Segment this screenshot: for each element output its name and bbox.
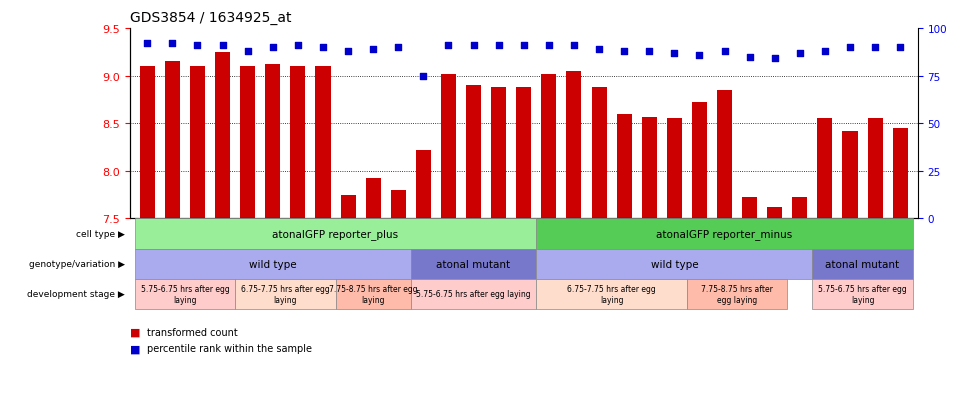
Bar bbox=[290, 67, 306, 219]
Point bbox=[416, 73, 431, 80]
Point bbox=[164, 41, 180, 47]
Point bbox=[616, 48, 631, 55]
Point bbox=[842, 45, 857, 51]
Bar bbox=[818, 119, 832, 219]
Text: percentile rank within the sample: percentile rank within the sample bbox=[147, 344, 312, 354]
Text: atonalGFP reporter_minus: atonalGFP reporter_minus bbox=[656, 228, 793, 240]
Bar bbox=[667, 119, 682, 219]
Point bbox=[139, 41, 155, 47]
Bar bbox=[566, 72, 581, 219]
Point bbox=[441, 43, 456, 49]
Point bbox=[792, 50, 807, 57]
Text: wild type: wild type bbox=[249, 259, 297, 269]
Bar bbox=[516, 88, 531, 219]
Point bbox=[190, 43, 206, 49]
Point bbox=[215, 43, 231, 49]
Point bbox=[516, 43, 531, 49]
Point bbox=[340, 48, 356, 55]
Text: cell type ▶: cell type ▶ bbox=[76, 230, 125, 238]
Point bbox=[290, 43, 306, 49]
Point bbox=[240, 48, 256, 55]
Point bbox=[591, 47, 606, 53]
Bar bbox=[843, 131, 857, 219]
Point bbox=[315, 45, 331, 51]
Text: 7.75-8.75 hrs after egg
laying: 7.75-8.75 hrs after egg laying bbox=[329, 285, 417, 304]
Text: GDS3854 / 1634925_at: GDS3854 / 1634925_at bbox=[130, 11, 291, 25]
Bar bbox=[441, 74, 456, 219]
Bar bbox=[190, 67, 205, 219]
Text: genotype/variation ▶: genotype/variation ▶ bbox=[29, 260, 125, 268]
Bar bbox=[139, 67, 155, 219]
Point bbox=[642, 48, 657, 55]
Text: 6.75-7.75 hrs after egg
laying: 6.75-7.75 hrs after egg laying bbox=[241, 285, 330, 304]
Text: 5.75-6.75 hrs after egg
laying: 5.75-6.75 hrs after egg laying bbox=[140, 285, 230, 304]
Text: atonalGFP reporter_plus: atonalGFP reporter_plus bbox=[273, 228, 399, 240]
Point bbox=[566, 43, 581, 49]
Bar bbox=[265, 65, 281, 219]
Bar bbox=[416, 150, 431, 219]
Bar bbox=[792, 198, 807, 219]
Point bbox=[817, 48, 832, 55]
Point bbox=[767, 56, 782, 63]
Text: ■: ■ bbox=[130, 344, 140, 354]
Bar bbox=[893, 129, 908, 219]
Bar bbox=[868, 119, 882, 219]
Point bbox=[667, 50, 682, 57]
Bar bbox=[340, 195, 356, 219]
Text: 6.75-7.75 hrs after egg
laying: 6.75-7.75 hrs after egg laying bbox=[567, 285, 656, 304]
Bar bbox=[717, 91, 732, 219]
Bar bbox=[592, 88, 606, 219]
Bar bbox=[165, 62, 180, 219]
Bar bbox=[642, 117, 656, 219]
Bar bbox=[215, 53, 230, 219]
Point bbox=[692, 52, 707, 59]
Point bbox=[893, 45, 908, 51]
Bar bbox=[365, 179, 381, 219]
Point bbox=[390, 45, 406, 51]
Point bbox=[541, 43, 556, 49]
Point bbox=[466, 43, 481, 49]
Point bbox=[742, 54, 757, 61]
Bar bbox=[742, 198, 757, 219]
Text: 7.75-8.75 hrs after
egg laying: 7.75-8.75 hrs after egg laying bbox=[702, 285, 773, 304]
Bar bbox=[692, 103, 707, 219]
Text: transformed count: transformed count bbox=[147, 327, 237, 337]
Point bbox=[717, 48, 732, 55]
Text: atonal mutant: atonal mutant bbox=[436, 259, 510, 269]
Point bbox=[491, 43, 506, 49]
Point bbox=[265, 45, 281, 51]
Text: development stage ▶: development stage ▶ bbox=[27, 290, 125, 299]
Bar bbox=[391, 190, 406, 219]
Bar bbox=[541, 74, 556, 219]
Bar bbox=[617, 114, 631, 219]
Bar bbox=[315, 67, 331, 219]
Text: ■: ■ bbox=[130, 327, 140, 337]
Bar bbox=[767, 207, 782, 219]
Text: 5.75-6.75 hrs after egg
laying: 5.75-6.75 hrs after egg laying bbox=[818, 285, 907, 304]
Text: 5.75-6.75 hrs after egg laying: 5.75-6.75 hrs after egg laying bbox=[416, 290, 530, 299]
Point bbox=[868, 45, 883, 51]
Bar bbox=[491, 88, 506, 219]
Point bbox=[365, 47, 381, 53]
Bar bbox=[240, 67, 256, 219]
Text: atonal mutant: atonal mutant bbox=[825, 259, 899, 269]
Bar bbox=[466, 86, 481, 219]
Text: wild type: wild type bbox=[651, 259, 698, 269]
